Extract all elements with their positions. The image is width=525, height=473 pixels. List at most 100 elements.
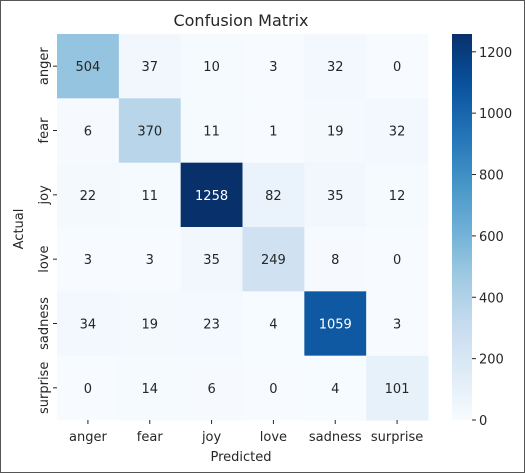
- heatmap-cell-fear-surprise: [366, 98, 429, 164]
- cell-value-label: 0: [393, 253, 401, 268]
- heatmap-cell-surprise-joy: [180, 355, 243, 421]
- cell-value-label: 37: [141, 60, 158, 75]
- heatmap-cell-sadness-love: [242, 291, 305, 357]
- cell-value-label: 19: [141, 318, 158, 333]
- heatmap-cell-love-sadness: [304, 227, 367, 292]
- heatmap-cell-love-love: [242, 227, 305, 292]
- x-tick-label: surprise: [371, 430, 423, 445]
- heatmap-cell-joy-love: [242, 162, 305, 228]
- cell-value-label: 3: [393, 318, 401, 333]
- cell-value-label: 249: [261, 253, 286, 268]
- heatmap-cell-joy-sadness: [304, 162, 367, 228]
- heatmap-cell-anger-fear: [118, 34, 182, 99]
- cell-value-label: 10: [203, 60, 220, 75]
- cell-value-label: 370: [137, 125, 162, 140]
- colorbar-tick-label: 1000: [479, 107, 512, 122]
- heatmap-cell-sadness-anger: [57, 291, 120, 357]
- cell-value-label: 19: [327, 125, 344, 140]
- cell-value-label: 1059: [319, 318, 352, 333]
- colorbar-tick-label: 0: [479, 414, 487, 429]
- heatmap-cell-anger-love: [242, 34, 305, 99]
- x-tick-label: anger: [69, 430, 107, 445]
- cell-value-label: 1: [269, 125, 277, 140]
- x-tick-label: love: [260, 430, 287, 445]
- colorbar-tick-label: 800: [479, 169, 504, 184]
- cell-value-label: 3: [269, 60, 277, 75]
- cell-value-label: 101: [385, 382, 410, 397]
- cell-value-label: 32: [327, 60, 344, 75]
- cell-value-label: 0: [393, 60, 401, 75]
- cell-value-label: 11: [203, 125, 220, 140]
- cell-value-label: 32: [389, 125, 406, 140]
- cell-value-label: 3: [84, 253, 92, 268]
- y-tick-label: anger: [37, 47, 52, 85]
- heatmap-cell-fear-anger: [57, 98, 120, 164]
- cell-value-label: 504: [76, 60, 101, 75]
- heatmap-cell-fear-sadness: [304, 98, 367, 164]
- heatmap-cell-surprise-fear: [118, 355, 182, 421]
- y-tick-label: joy: [37, 185, 52, 206]
- heatmap-cell-anger-joy: [180, 34, 243, 99]
- y-tick-label: fear: [37, 117, 52, 144]
- y-axis: anger fear joy love sadness surprise: [37, 47, 57, 414]
- cell-value-label: 4: [269, 318, 277, 333]
- cell-value-label: 8: [331, 253, 339, 268]
- x-tick-label: sadness: [309, 430, 362, 445]
- cell-value-label: 35: [327, 189, 344, 204]
- cell-value-label: 11: [141, 189, 158, 204]
- heatmap-cell-surprise-anger: [57, 355, 120, 421]
- y-tick-label: love: [37, 246, 52, 273]
- cell-value-label: 14: [141, 382, 158, 397]
- heatmap-cell-sadness-joy: [180, 291, 243, 357]
- chart-title: Confusion Matrix: [173, 11, 308, 30]
- cell-value-label: 0: [84, 382, 92, 397]
- heatmap-cell-anger-anger: [57, 34, 120, 99]
- heatmap-cell-surprise-surprise: [366, 355, 429, 421]
- heatmap-cell-fear-joy: [180, 98, 243, 164]
- colorbar: [452, 34, 472, 420]
- x-axis-label: Predicted: [210, 450, 271, 465]
- x-axis: anger fear joy love sadness surprise: [69, 420, 423, 445]
- x-tick-label: fear: [137, 430, 164, 445]
- heatmap-cell-anger-surprise: [366, 34, 429, 99]
- heatmap-cell-joy-anger: [57, 162, 120, 228]
- cell-value-label: 4: [331, 382, 339, 397]
- heatmap-cell-anger-sadness: [304, 34, 367, 99]
- heatmap-cell-love-fear: [118, 227, 182, 292]
- cell-value-label: 3: [146, 253, 154, 268]
- heatmap-cell-joy-fear: [118, 162, 182, 228]
- y-tick-label: surprise: [37, 362, 52, 414]
- x-tick-label: joy: [201, 430, 222, 445]
- colorbar-axis: 0 200 400 600 800 1000 1200: [472, 46, 512, 429]
- heatmap-cell-fear-love: [242, 98, 305, 164]
- cell-value-label: 22: [80, 189, 97, 204]
- y-axis-label: Actual: [12, 209, 27, 250]
- colorbar-tick-label: 400: [479, 291, 504, 306]
- cell-value-label: 12: [389, 189, 406, 204]
- heatmap-cell-love-surprise: [366, 227, 429, 292]
- cell-value-label: 0: [269, 382, 277, 397]
- cell-value-label: 6: [207, 382, 215, 397]
- cell-value-label: 1258: [195, 189, 228, 204]
- cell-value-label: 35: [203, 253, 220, 268]
- heatmap-cell-sadness-sadness: [304, 291, 367, 357]
- heatmap-cell-love-anger: [57, 227, 120, 292]
- colorbar-tick-label: 600: [479, 230, 504, 245]
- cell-value-label: 82: [265, 189, 282, 204]
- heatmap-cell-love-joy: [180, 227, 243, 292]
- cell-value-label: 6: [84, 125, 92, 140]
- y-tick-label: sadness: [37, 297, 52, 350]
- cell-value-label: 34: [80, 318, 97, 333]
- heatmap-cell-surprise-love: [242, 355, 305, 421]
- heatmap-cell-surprise-sadness: [304, 355, 367, 421]
- cell-value-label: 23: [203, 318, 220, 333]
- heatmap-cell-joy-surprise: [366, 162, 429, 228]
- colorbar-tick-label: 200: [479, 353, 504, 368]
- heatmap-cell-sadness-surprise: [366, 291, 429, 357]
- colorbar-tick-label: 1200: [479, 46, 512, 61]
- heatmap-cell-fear-fear: [118, 98, 182, 164]
- heatmap-cell-sadness-fear: [118, 291, 182, 357]
